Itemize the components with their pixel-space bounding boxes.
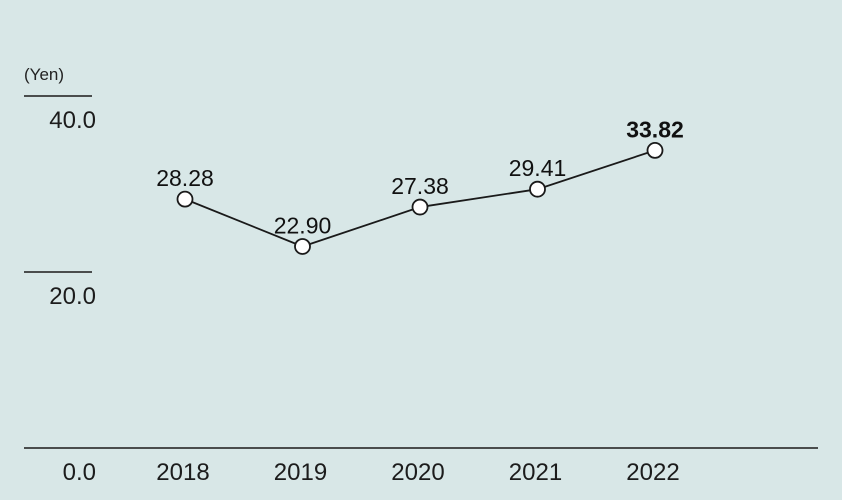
x-tick-label: 2021 xyxy=(509,459,562,486)
y-axis-ticks: 0.0 20.0 40.0 xyxy=(24,95,96,486)
data-point-marker xyxy=(411,198,429,216)
data-label: 27.38 xyxy=(391,173,449,199)
data-label: 22.90 xyxy=(274,212,332,238)
data-point-marker xyxy=(646,141,664,159)
y-tick-label: 0.0 xyxy=(63,459,96,486)
data-point-marker xyxy=(294,238,311,255)
x-tick-label: 2018 xyxy=(156,459,209,486)
series-line-group xyxy=(176,141,664,255)
data-label: 33.82 xyxy=(626,116,684,142)
x-tick-label: 2019 xyxy=(274,459,327,486)
x-tick-label: 2020 xyxy=(391,459,444,486)
data-point-marker xyxy=(529,180,546,198)
data-label: 29.41 xyxy=(509,155,567,181)
x-tick-label: 2022 xyxy=(626,459,679,486)
y-tick-label: 40.0 xyxy=(49,107,96,134)
y-tick-label: 20.0 xyxy=(49,283,96,310)
data-point-marker xyxy=(176,190,194,208)
data-label: 28.28 xyxy=(156,165,214,191)
data-labels: 28.28 22.90 27.38 29.41 33.82 xyxy=(156,116,684,238)
x-axis-ticks: 2018 2019 2020 2021 2022 xyxy=(156,459,679,486)
y-axis-unit-label: (Yen) xyxy=(24,65,64,84)
